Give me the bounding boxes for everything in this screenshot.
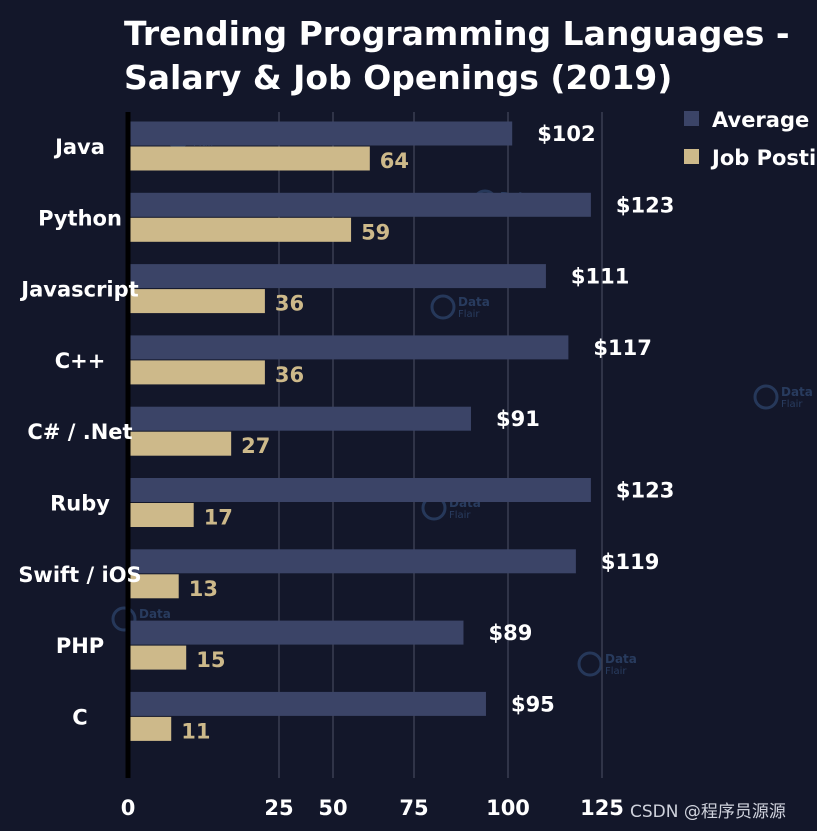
salary-label-c: $117 bbox=[593, 336, 651, 360]
x-axis-ticks: 0 25 50 75 100 125 bbox=[121, 796, 624, 820]
category-label-ruby: Ruby bbox=[50, 492, 110, 516]
salary-label-ruby: $123 bbox=[616, 479, 674, 503]
salary-label-python: $123 bbox=[616, 193, 674, 217]
svg-text:Flair: Flair bbox=[449, 510, 471, 521]
category-label-c-net: C# / .Net bbox=[27, 420, 132, 444]
chart-title-line-2: Salary & Job Openings (2019) bbox=[124, 58, 672, 97]
svg-text:Flair: Flair bbox=[605, 666, 627, 677]
category-label-javascript: Javascript bbox=[19, 278, 138, 302]
bar-salary-c bbox=[130, 691, 486, 716]
svg-text:Flair: Flair bbox=[781, 399, 803, 410]
bar-jobs-c bbox=[130, 360, 265, 385]
bar-salary-javascript bbox=[130, 264, 546, 289]
svg-text:Data: Data bbox=[781, 385, 813, 399]
legend-swatch-jobs bbox=[684, 149, 699, 164]
jobs-label-java: 64 bbox=[380, 149, 409, 173]
legend-label-salary: Average S bbox=[712, 108, 817, 132]
bar-jobs-c bbox=[130, 716, 172, 741]
svg-text:Data: Data bbox=[605, 652, 637, 666]
bar-jobs-javascript bbox=[130, 289, 265, 314]
salary-label-c-net: $91 bbox=[496, 407, 540, 431]
legend-swatch-salary bbox=[684, 111, 699, 126]
bar-jobs-ruby bbox=[130, 503, 194, 527]
bar-jobs-php bbox=[130, 645, 187, 670]
svg-text:Data: Data bbox=[139, 607, 171, 621]
bar-salary-swift-ios bbox=[130, 549, 576, 574]
category-label-c: C bbox=[72, 705, 87, 729]
bar-salary-php bbox=[130, 620, 464, 645]
bar-salary-java bbox=[130, 121, 513, 146]
jobs-label-php: 15 bbox=[196, 648, 225, 672]
jobs-label-c-net: 27 bbox=[241, 434, 270, 458]
bar-jobs-python bbox=[130, 217, 352, 242]
legend: Average S Job Posti bbox=[684, 108, 817, 170]
category-label-python: Python bbox=[38, 206, 122, 230]
category-labels: Java Python Javascript C++ C# / .Net Ruby Swif… bbox=[18, 135, 141, 729]
bar-salary-c bbox=[130, 335, 569, 360]
x-tick-label-100: 100 bbox=[486, 796, 530, 820]
salary-label-javascript: $111 bbox=[571, 265, 629, 289]
bar-salary-c-net bbox=[130, 406, 471, 431]
bar-jobs-java bbox=[130, 146, 370, 171]
salary-label-php: $89 bbox=[488, 621, 532, 645]
chart-title-line-1: Trending Programming Languages - bbox=[124, 14, 790, 53]
x-tick-label-125: 125 bbox=[580, 796, 624, 820]
bar-salary-ruby bbox=[130, 478, 591, 502]
bar-jobs-c-net bbox=[130, 431, 232, 456]
category-label-java: Java bbox=[53, 135, 105, 159]
svg-text:Data: Data bbox=[458, 295, 490, 309]
bar-jobs-swift-ios bbox=[130, 574, 179, 599]
jobs-label-c: 36 bbox=[275, 363, 304, 387]
salary-label-java: $102 bbox=[537, 122, 595, 146]
jobs-label-swift-ios: 13 bbox=[189, 577, 218, 601]
footer-credit: CSDN @程序员源源 bbox=[630, 802, 786, 822]
category-label-c: C++ bbox=[55, 349, 106, 373]
bar-salary-python bbox=[130, 192, 591, 217]
salary-label-c: $95 bbox=[511, 692, 555, 716]
x-tick-label-0: 0 bbox=[121, 796, 136, 820]
jobs-label-javascript: 36 bbox=[275, 292, 304, 316]
jobs-label-python: 59 bbox=[361, 220, 390, 244]
x-tick-label-50: 50 bbox=[318, 796, 347, 820]
jobs-label-c: 11 bbox=[181, 719, 210, 743]
bars bbox=[130, 121, 591, 741]
category-label-swift-ios: Swift / iOS bbox=[18, 563, 141, 587]
svg-text:Flair: Flair bbox=[458, 309, 480, 320]
x-tick-label-75: 75 bbox=[399, 796, 428, 820]
salary-label-swift-ios: $119 bbox=[601, 550, 659, 574]
data-labels: $102 64 $123 59 $111 36 $117 36 $91 27 $123 17 $119 1… bbox=[181, 122, 674, 743]
category-label-php: PHP bbox=[56, 634, 104, 658]
x-tick-label-25: 25 bbox=[264, 796, 293, 820]
legend-label-jobs: Job Posti bbox=[710, 146, 816, 170]
jobs-label-ruby: 17 bbox=[204, 506, 233, 530]
